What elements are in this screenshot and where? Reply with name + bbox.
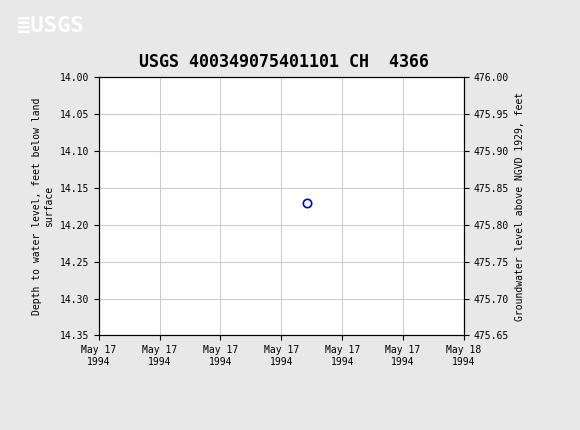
Y-axis label: Groundwater level above NGVD 1929, feet: Groundwater level above NGVD 1929, feet <box>514 92 524 321</box>
Y-axis label: Depth to water level, feet below land
surface: Depth to water level, feet below land su… <box>32 98 54 315</box>
Text: USGS 400349075401101 CH  4366: USGS 400349075401101 CH 4366 <box>139 53 429 71</box>
Text: ≣USGS: ≣USGS <box>17 16 84 36</box>
